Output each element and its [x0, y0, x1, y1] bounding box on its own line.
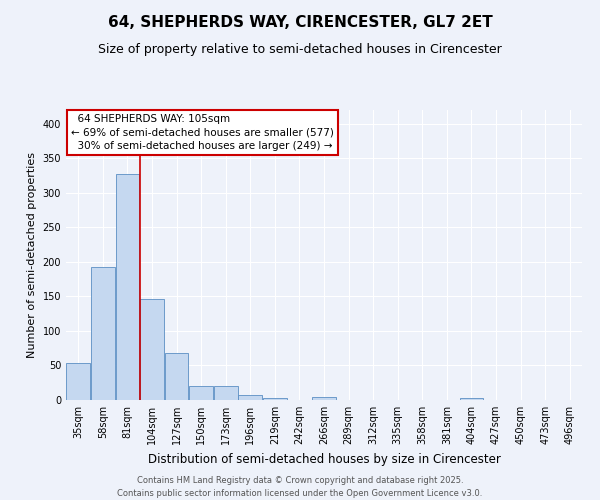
Text: Size of property relative to semi-detached houses in Cirencester: Size of property relative to semi-detach…	[98, 42, 502, 56]
Y-axis label: Number of semi-detached properties: Number of semi-detached properties	[27, 152, 37, 358]
Bar	[312, 397, 336, 400]
Bar	[67, 362, 90, 400]
Bar	[214, 386, 238, 400]
Text: Contains HM Land Registry data © Crown copyright and database right 2025.
Contai: Contains HM Land Registry data © Crown c…	[118, 476, 482, 498]
Bar	[164, 353, 188, 400]
Text: 64 SHEPHERDS WAY: 105sqm
← 69% of semi-detached houses are smaller (577)
  30% o: 64 SHEPHERDS WAY: 105sqm ← 69% of semi-d…	[71, 114, 334, 151]
Bar	[91, 266, 115, 400]
Bar	[263, 398, 287, 400]
Bar	[140, 298, 164, 400]
Bar	[116, 174, 139, 400]
Bar	[460, 398, 484, 400]
X-axis label: Distribution of semi-detached houses by size in Cirencester: Distribution of semi-detached houses by …	[148, 452, 500, 466]
Text: 64, SHEPHERDS WAY, CIRENCESTER, GL7 2ET: 64, SHEPHERDS WAY, CIRENCESTER, GL7 2ET	[107, 15, 493, 30]
Bar	[238, 395, 262, 400]
Bar	[189, 386, 213, 400]
